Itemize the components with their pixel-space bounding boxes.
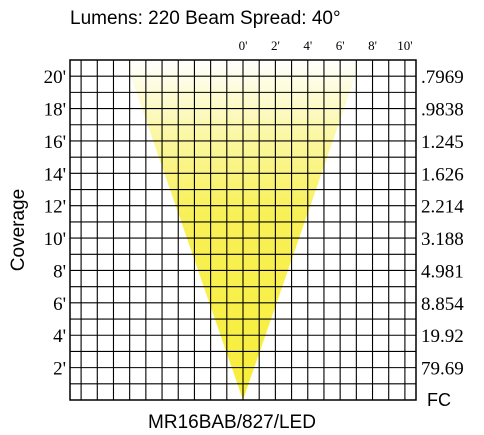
grid-lines — [70, 60, 416, 400]
fc-value-label: 79.69 — [421, 359, 464, 380]
fc-value-label: 1.626 — [421, 164, 464, 185]
y-axis-ticks: 20' 18' 16' 14' 12' 10' 8' 6' 4' 2' — [44, 67, 66, 379]
y-tick-label: 18' — [44, 100, 66, 121]
top-tick-label: 8' — [368, 38, 377, 53]
y-tick-label: 10' — [44, 229, 66, 250]
top-axis-ticks: 0' 2' 4' 6' 8' 10' — [239, 38, 413, 53]
y-tick-label: 2' — [53, 359, 66, 380]
fc-values: .7969 .9838 1.245 1.626 2.214 3.188 4.981 8.854… — [421, 67, 464, 379]
y-axis-label: Coverage — [8, 189, 29, 271]
chart-title: Lumens: 220 Beam Spread: 40° — [70, 8, 341, 29]
y-tick-label: 6' — [53, 294, 66, 315]
y-tick-label: 12' — [44, 197, 66, 218]
y-tick-label: 16' — [44, 132, 66, 153]
fc-value-label: 8.854 — [421, 294, 464, 315]
fc-value-label: 19.92 — [421, 326, 464, 347]
fc-value-label: .9838 — [421, 100, 464, 121]
top-tick-label: 4' — [303, 38, 312, 53]
top-tick-label: 10' — [397, 38, 412, 53]
top-tick-label: 2' — [271, 38, 280, 53]
y-tick-label: 8' — [53, 261, 66, 282]
fc-value-label: 3.188 — [421, 229, 464, 250]
fc-label: FC — [427, 390, 451, 410]
fc-value-label: .7969 — [421, 67, 464, 88]
y-tick-label: 4' — [53, 326, 66, 347]
y-tick-label: 20' — [44, 67, 66, 88]
y-tick-label: 14' — [44, 164, 66, 185]
fc-value-label: 2.214 — [421, 197, 464, 218]
fc-value-label: 4.981 — [421, 261, 464, 282]
top-tick-label: 0' — [239, 38, 248, 53]
top-tick-label: 6' — [336, 38, 345, 53]
x-axis-label: MR16BAB/827/LED — [148, 412, 316, 433]
fc-value-label: 1.245 — [421, 132, 464, 153]
plot-frame — [69, 59, 417, 401]
